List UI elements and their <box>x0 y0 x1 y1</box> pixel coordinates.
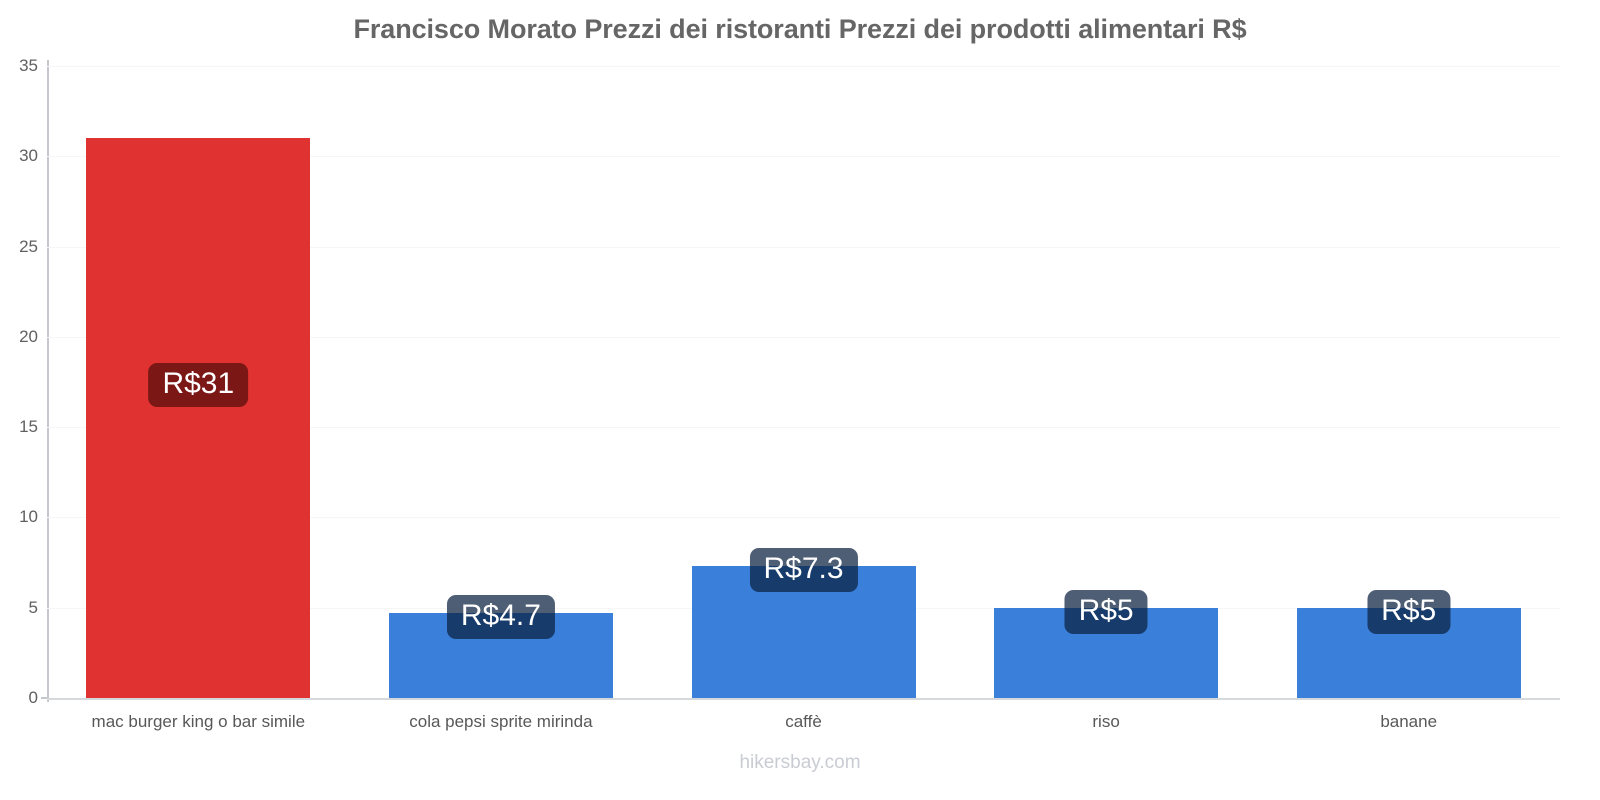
gridline <box>47 336 1560 338</box>
x-axis-tick-label: banane <box>1380 712 1438 731</box>
y-axis-tick-label: 25 <box>19 236 38 256</box>
y-axis-tick-label: 10 <box>19 507 38 527</box>
y-axis-tick-label: 35 <box>19 56 38 75</box>
y-axis-line <box>47 60 49 702</box>
x-axis-tick-label: cola pepsi sprite mirinda <box>409 712 593 731</box>
bar[interactable] <box>86 138 311 698</box>
x-axis-tick-label: riso <box>1092 712 1120 731</box>
x-axis-tick-label: caffè <box>785 712 822 731</box>
bar-value-label: R$31 <box>148 363 249 408</box>
y-axis-tick <box>41 697 49 699</box>
bar-value-label: R$7.3 <box>749 548 858 593</box>
gridline <box>47 66 1560 67</box>
y-axis-tick-label: 30 <box>19 146 38 166</box>
bar-value-label: R$4.7 <box>446 595 555 640</box>
gridline <box>47 517 1560 519</box>
gridline <box>47 246 1560 248</box>
x-axis-tick-label: mac burger king o bar simile <box>91 712 306 731</box>
y-axis-tick-label: 15 <box>19 417 38 437</box>
gridline <box>47 427 1560 429</box>
footer-credit: hikersbay.com <box>739 752 861 773</box>
y-axis-tick-label: 5 <box>28 597 38 617</box>
axis-baseline <box>47 698 1560 700</box>
y-axis-tick-label: 0 <box>28 688 38 707</box>
gridline <box>47 156 1560 158</box>
y-axis-tick-label: 20 <box>19 326 38 346</box>
plot-area: R$31 R$4.7 R$7.3 R$5 R$5 <box>47 66 1560 700</box>
chart-title: Francisco Morato Prezzi dei ristoranti P… <box>353 14 1247 44</box>
bar-value-label: R$5 <box>1367 589 1451 634</box>
bar-value-label: R$5 <box>1064 589 1148 634</box>
